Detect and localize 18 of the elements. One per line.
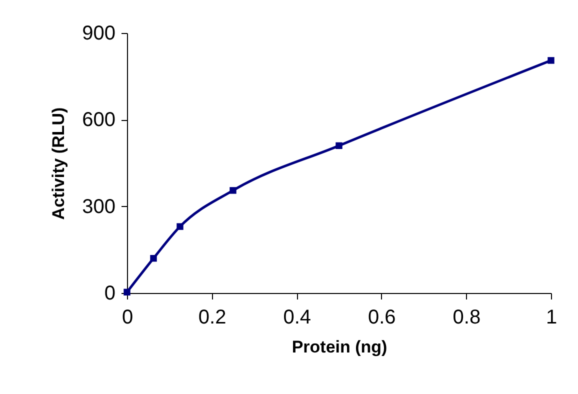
y-axis-title: Activity (RLU)	[49, 107, 68, 220]
x-tick-label: 0.6	[368, 306, 396, 328]
x-tick-label: 0.2	[198, 306, 226, 328]
x-tick-label: 1	[546, 306, 558, 328]
y-tick-label: 600	[82, 109, 116, 132]
y-tick-label: 300	[82, 196, 116, 218]
x-axis-title: Protein (ng)	[292, 338, 388, 356]
x-tick-label: 0.4	[283, 306, 312, 328]
y-tick-label: 900	[82, 22, 116, 44]
point	[124, 288, 130, 296]
x-tick-label: 0.8	[452, 306, 481, 328]
x-tick-label: 0	[122, 306, 134, 328]
y-tick-label: 0	[104, 282, 116, 304]
point	[548, 57, 554, 64]
point	[336, 142, 342, 150]
point	[150, 254, 157, 262]
point	[176, 223, 184, 230]
point	[230, 187, 236, 194]
